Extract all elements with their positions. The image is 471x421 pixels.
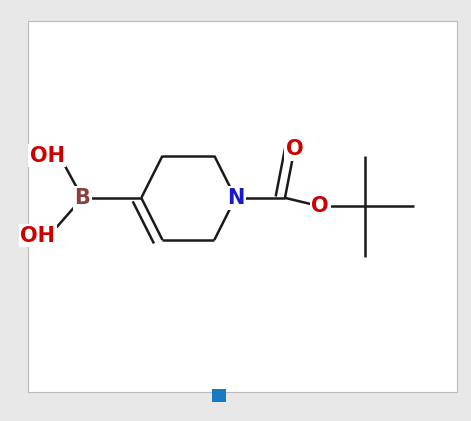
Text: OH: OH xyxy=(30,146,65,166)
FancyBboxPatch shape xyxy=(28,21,457,392)
Text: O: O xyxy=(285,139,303,160)
Text: B: B xyxy=(74,188,90,208)
Bar xyxy=(212,389,226,402)
Text: N: N xyxy=(227,188,244,208)
Text: OH: OH xyxy=(20,226,55,246)
Text: O: O xyxy=(311,196,329,216)
